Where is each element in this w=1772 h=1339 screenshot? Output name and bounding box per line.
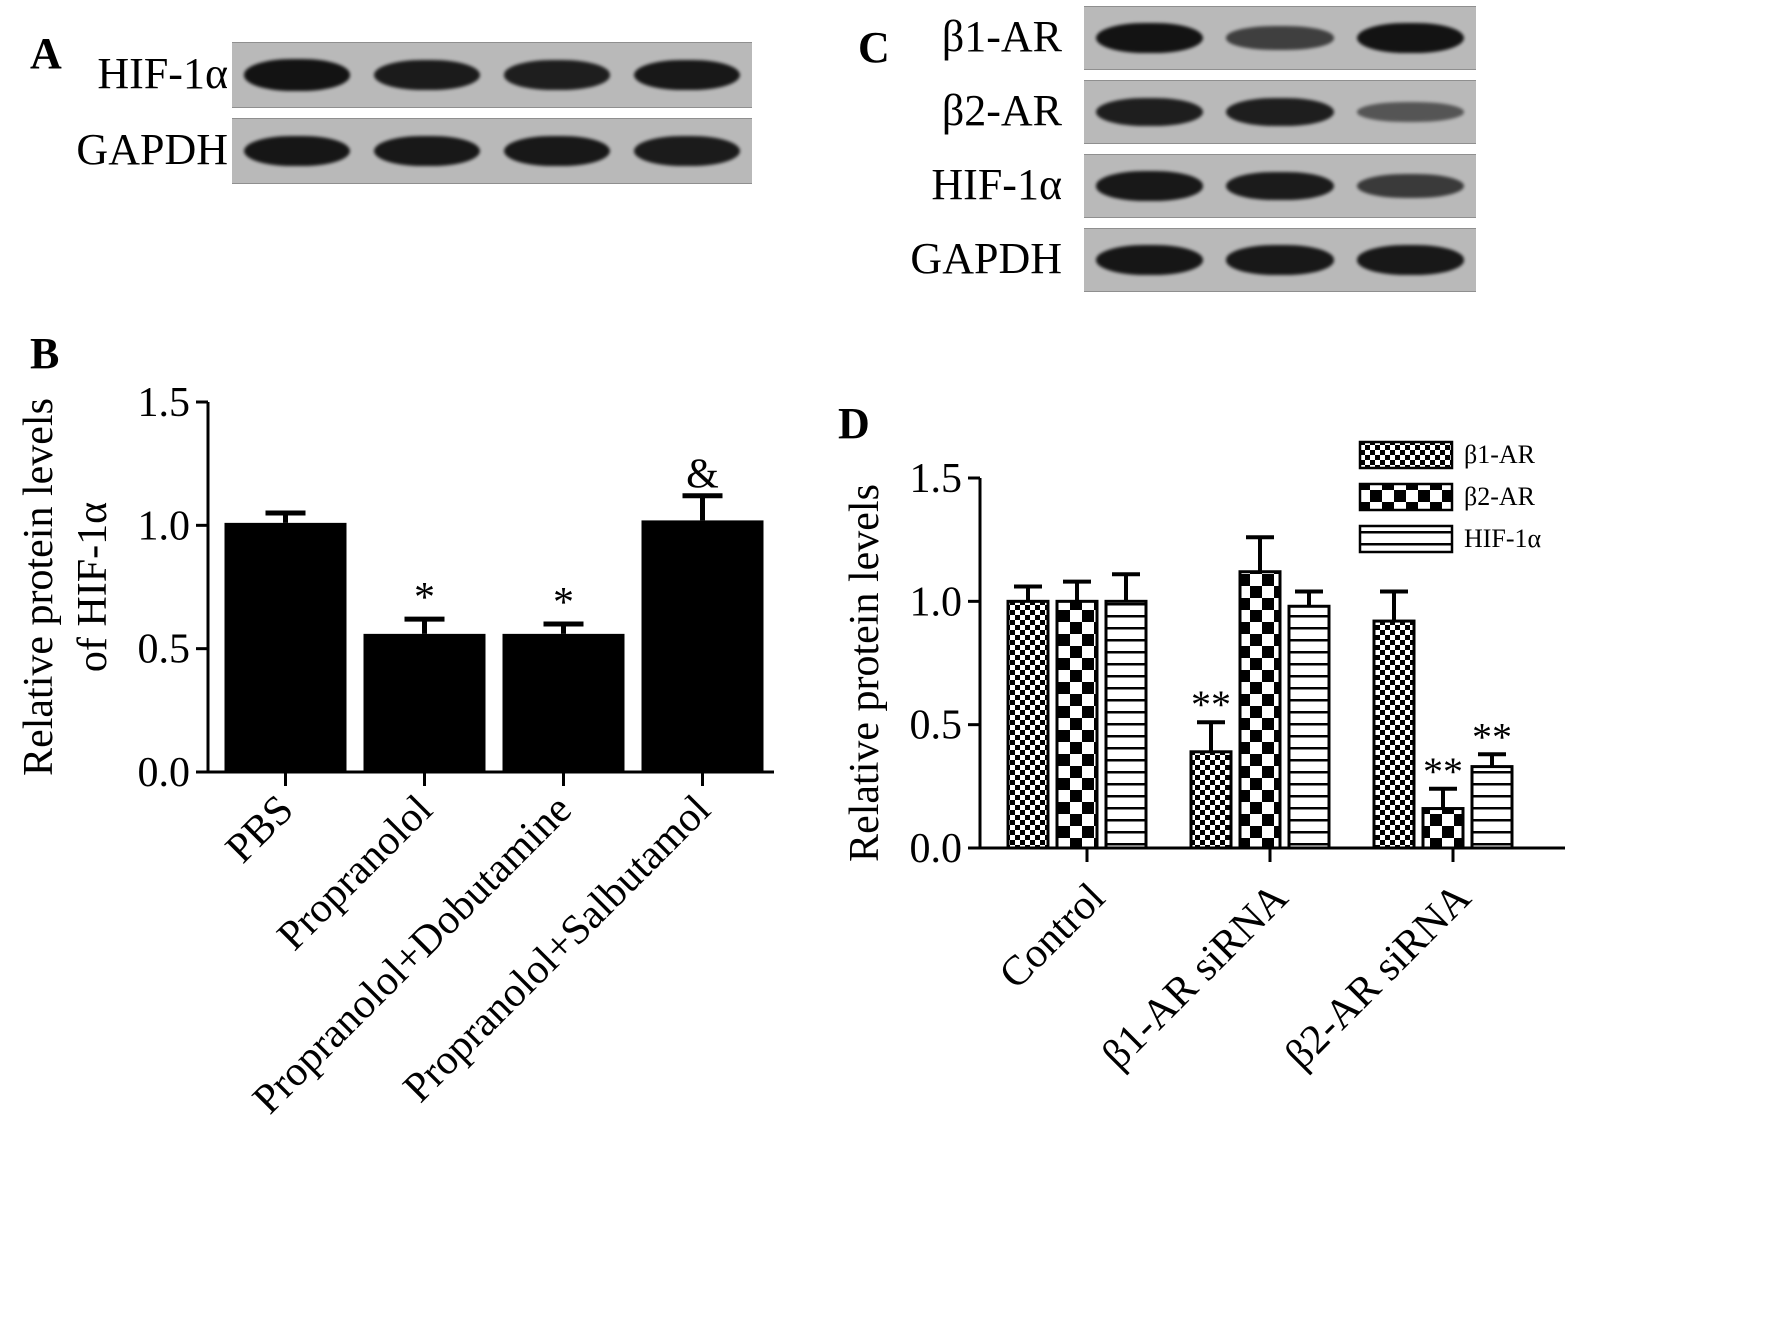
panel-d-letter: D — [838, 399, 870, 448]
y-tick-label: 1.5 — [138, 380, 191, 426]
legend-swatch — [1358, 524, 1454, 554]
blot-label-3: GAPDH — [910, 234, 1062, 283]
blot-label-1: GAPDH — [76, 125, 228, 174]
legend-label: β1-AR — [1464, 440, 1536, 469]
blot-strip-1 — [232, 118, 752, 184]
y-tick-label: 1.5 — [910, 456, 963, 502]
blot-band — [503, 135, 611, 167]
bar — [1421, 807, 1465, 850]
bar — [1287, 604, 1331, 850]
significance-mark: * — [414, 575, 435, 621]
significance-mark: ** — [1191, 682, 1231, 727]
blot-band — [1226, 171, 1334, 201]
chart-d: 0.0 0.5 1.0 1.5 Relative protein levels Contr… — [842, 440, 1565, 1078]
legend-label: HIF-1α — [1464, 524, 1542, 553]
blot-band — [243, 135, 351, 167]
bar — [641, 520, 764, 772]
blot-band — [1226, 245, 1334, 275]
y-tick-label: 0.0 — [138, 750, 191, 796]
blot-band — [1357, 173, 1465, 199]
y-tick-label: 0.5 — [138, 627, 191, 673]
significance-mark: & — [686, 452, 719, 498]
legend-label: β2-AR — [1464, 482, 1536, 511]
chart-b: 0.0 0.5 1.0 1.5 Relative protein levels of HI… — [16, 380, 774, 1123]
blot-band — [1095, 171, 1203, 201]
blot-strip-1 — [1084, 80, 1476, 144]
bar — [502, 633, 625, 772]
significance-mark: ** — [1423, 749, 1463, 794]
legend-swatch — [1358, 482, 1454, 512]
blot-band — [1226, 97, 1334, 127]
x-tick-label: β2-AR siRNA — [1277, 874, 1481, 1078]
blot-band — [1226, 26, 1334, 50]
blot-band — [1357, 22, 1465, 54]
blot-band — [633, 136, 741, 166]
y-tick-label: 0.0 — [910, 826, 963, 872]
y-axis-label: Relative protein levels — [16, 398, 62, 776]
blot-band — [1357, 102, 1465, 122]
blot-band — [1357, 245, 1465, 275]
bar — [1372, 619, 1416, 850]
y-tick-label: 0.5 — [910, 703, 963, 749]
blot-band — [373, 60, 481, 90]
blot-band — [503, 60, 611, 90]
blot-strip-2 — [1084, 154, 1476, 218]
panel-c-letter: C — [858, 23, 890, 72]
legend-swatch — [1358, 440, 1454, 470]
x-tick-label: PBS — [217, 787, 302, 872]
blot-label-2: HIF-1α — [931, 160, 1062, 209]
blot-band — [1095, 97, 1203, 127]
y-axis-label: of HIF-1α — [70, 502, 116, 672]
blot-band — [633, 59, 741, 91]
y-axis-label: Relative protein levels — [842, 484, 888, 862]
bar — [1189, 750, 1233, 850]
panel-b-letter: B — [30, 329, 60, 378]
bar — [1055, 599, 1099, 850]
y-tick-label: 1.0 — [910, 579, 963, 625]
significance-mark: * — [553, 580, 574, 626]
blot-label-1: β2-AR — [941, 86, 1062, 135]
blot-strip-3 — [1084, 228, 1476, 292]
blot-strip-0 — [1084, 6, 1476, 70]
blot-label-0: HIF-1α — [97, 49, 228, 98]
bar — [1238, 570, 1282, 850]
blot-band — [243, 59, 351, 91]
blot-strip-0 — [232, 42, 752, 108]
bar — [224, 522, 347, 772]
blot-band — [1095, 245, 1203, 275]
x-tick-label: β1-AR siRNA — [1094, 874, 1298, 1078]
bar — [1104, 599, 1148, 850]
bar — [1006, 599, 1050, 850]
blot-label-0: β1-AR — [941, 12, 1062, 61]
blot-band — [373, 135, 481, 167]
blot-band — [1095, 22, 1203, 54]
bar — [363, 633, 486, 772]
x-tick-label: Control — [991, 875, 1114, 998]
panel-a-letter: A — [30, 29, 62, 78]
bar — [1470, 765, 1514, 850]
y-tick-label: 1.0 — [138, 503, 191, 549]
significance-mark: ** — [1472, 714, 1512, 759]
